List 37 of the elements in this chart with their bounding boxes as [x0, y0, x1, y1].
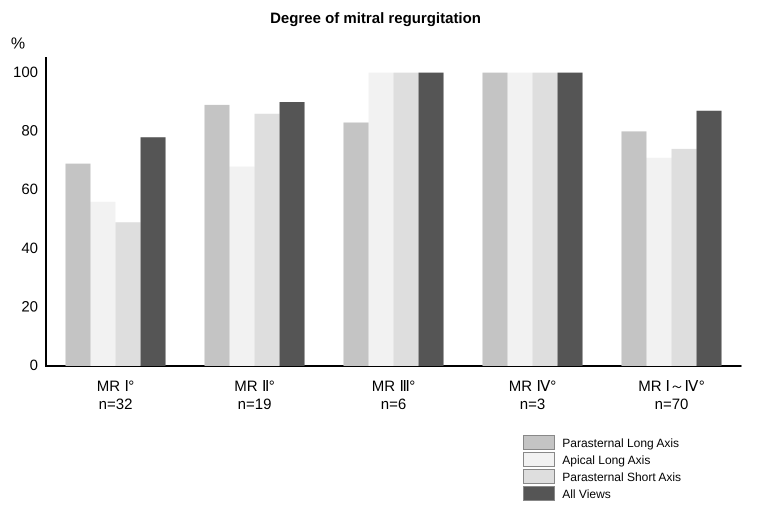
y-axis-title: % — [10, 35, 26, 52]
legend-label: Parasternal Short Axis — [562, 470, 681, 484]
bar — [343, 122, 368, 366]
y-tick-label: 60 — [21, 181, 38, 198]
x-tick-label: MR Ⅱ° n=19 — [234, 378, 275, 414]
bar — [116, 222, 141, 366]
y-tick-label: 80 — [21, 122, 38, 140]
x-tick-label: MR Ⅲ° n=6 — [372, 378, 416, 414]
y-tick-label: 0 — [30, 357, 38, 374]
bar — [532, 72, 558, 366]
bar — [140, 137, 166, 366]
bar — [394, 72, 419, 366]
y-tick-label: 20 — [21, 298, 38, 316]
bar — [418, 72, 444, 366]
y-tick-label: 40 — [21, 240, 38, 257]
bar — [65, 164, 91, 366]
bar — [90, 202, 116, 366]
legend-label: Parasternal Long Axis — [562, 436, 680, 450]
bar — [696, 110, 722, 366]
x-tick-label: MR Ⅰ～Ⅳ° n=70 — [638, 378, 705, 414]
bar — [646, 158, 672, 366]
bar — [254, 114, 280, 366]
bar — [204, 104, 230, 366]
y-tick-label: 100 — [12, 64, 38, 81]
bar — [280, 102, 305, 366]
chart-title: Degree of mitral regurgitation — [270, 10, 481, 28]
x-tick-label: MR Ⅰ° n=32 — [96, 378, 134, 414]
bar — [368, 72, 394, 366]
bar — [230, 166, 255, 366]
bar — [621, 131, 646, 366]
x-tick-label: MR Ⅳ° n=3 — [508, 378, 556, 414]
legend-label: All Views — [562, 486, 611, 500]
bar — [507, 72, 533, 366]
bar — [672, 148, 697, 366]
bar — [482, 72, 508, 366]
legend-label: Apical Long Axis — [562, 452, 650, 466]
bar — [558, 72, 583, 366]
